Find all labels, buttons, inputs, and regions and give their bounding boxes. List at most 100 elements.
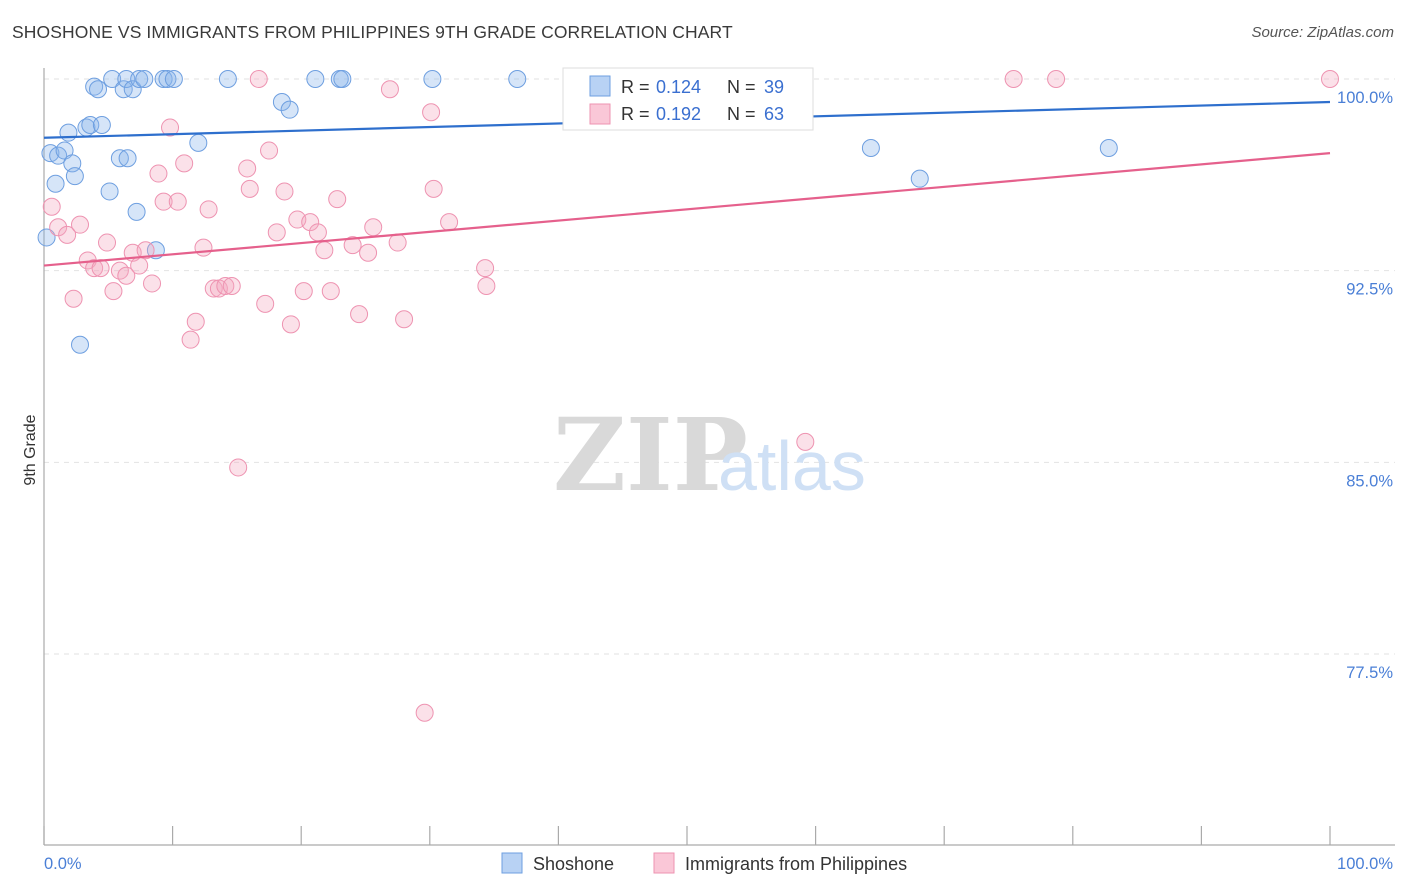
point-philippines	[64, 289, 83, 308]
point-philippines	[395, 310, 414, 329]
point-philippines	[260, 141, 279, 160]
point-philippines	[321, 282, 340, 301]
point-shoshone	[117, 70, 136, 88]
point-philippines	[49, 218, 68, 237]
chart-title: SHOSHONE VS IMMIGRANTS FROM PHILIPPINES …	[12, 22, 733, 42]
y-tick-label: 92.5%	[1346, 281, 1393, 299]
point-shoshone	[65, 167, 84, 186]
point-shoshone	[189, 133, 208, 152]
watermark: ZIP atlas	[553, 396, 866, 514]
point-shoshone	[103, 70, 122, 88]
point-philippines	[343, 236, 362, 255]
point-philippines	[359, 243, 378, 262]
legend-n-value: 39	[764, 77, 784, 97]
point-philippines	[204, 279, 223, 298]
point-philippines	[422, 103, 441, 122]
point-philippines	[143, 274, 162, 293]
legend-r-label: R =	[621, 77, 650, 97]
legend-row-shoshone: R = 0.124 N = 39	[589, 75, 784, 97]
point-philippines	[328, 190, 347, 209]
legend-row-philippines: R = 0.192 N = 63	[589, 103, 784, 125]
point-shoshone	[910, 169, 929, 188]
point-shoshone	[135, 70, 154, 88]
bottom-legend-swatch-shoshone	[501, 852, 523, 874]
point-philippines	[216, 277, 235, 295]
bottom-legend-swatch-philippines	[653, 852, 675, 874]
point-shoshone	[508, 70, 527, 88]
point-philippines	[275, 182, 294, 201]
point-shoshone	[46, 174, 65, 193]
x-tick-label: 0.0%	[44, 855, 82, 873]
point-shoshone	[59, 123, 78, 142]
point-philippines	[222, 277, 241, 295]
point-philippines	[71, 215, 90, 234]
point-philippines	[440, 213, 459, 232]
point-philippines	[194, 238, 213, 257]
point-philippines	[301, 213, 320, 232]
point-shoshone	[127, 202, 146, 221]
point-philippines	[161, 118, 180, 137]
point-shoshone	[154, 70, 173, 88]
point-shoshone	[123, 80, 142, 99]
point-shoshone	[130, 70, 149, 88]
point-philippines	[477, 277, 496, 295]
point-philippines	[181, 330, 200, 349]
point-philippines	[168, 192, 187, 211]
trend-line-philippines	[43, 152, 1331, 267]
y-tick-label: 100.0%	[1337, 89, 1393, 107]
point-philippines	[98, 233, 117, 252]
point-philippines	[154, 192, 173, 211]
point-shoshone	[37, 228, 56, 247]
bottom-legend-label-shoshone: Shoshone	[533, 854, 614, 874]
x-tick-label: 100.0%	[1337, 855, 1393, 873]
point-philippines	[256, 294, 275, 313]
point-philippines	[380, 80, 399, 99]
point-shoshone	[861, 139, 880, 157]
legend-r-label: R =	[621, 104, 650, 124]
legend-n-label: N =	[727, 77, 756, 97]
y-tick-label: 77.5%	[1346, 664, 1393, 682]
point-philippines	[267, 223, 286, 242]
point-philippines	[1004, 70, 1023, 88]
point-shoshone	[89, 80, 108, 99]
point-philippines	[58, 225, 77, 244]
watermark-zip: ZIP	[553, 396, 748, 514]
point-philippines	[42, 197, 61, 216]
point-shoshone	[118, 149, 137, 168]
point-philippines	[136, 241, 155, 260]
point-philippines	[199, 200, 218, 219]
point-shoshone	[92, 116, 111, 134]
point-philippines	[229, 458, 248, 477]
point-shoshone	[164, 70, 183, 88]
point-shoshone	[158, 70, 177, 88]
legend-n-label: N =	[727, 104, 756, 124]
point-shoshone	[1099, 139, 1118, 157]
point-shoshone	[423, 70, 442, 88]
data-points	[37, 70, 1339, 722]
source-label: Source: ZipAtlas.com	[1251, 24, 1394, 41]
watermark-atlas: atlas	[718, 427, 866, 505]
point-shoshone	[71, 335, 90, 354]
point-philippines	[186, 312, 205, 331]
y-axis-label: 9th Grade	[22, 414, 39, 485]
point-philippines	[388, 233, 407, 252]
point-philippines	[350, 305, 369, 324]
point-shoshone	[100, 182, 119, 201]
point-shoshone	[333, 70, 352, 88]
legend-swatch-shoshone	[589, 75, 611, 97]
legend-r-value: 0.192	[656, 104, 701, 124]
bottom-legend-label-philippines: Immigrants from Philippines	[685, 854, 907, 874]
point-philippines	[149, 164, 168, 183]
point-philippines	[1047, 70, 1066, 88]
point-philippines	[130, 256, 149, 275]
point-philippines	[249, 70, 268, 88]
y-tick-labels: 100.0% 92.5% 85.0% 77.5%	[1337, 89, 1393, 682]
point-philippines	[315, 241, 334, 260]
point-philippines	[364, 218, 383, 237]
point-philippines	[281, 315, 300, 334]
point-philippines	[796, 432, 815, 451]
point-shoshone	[110, 149, 129, 168]
x-tick-labels: 0.0% 100.0%	[44, 855, 1393, 873]
point-philippines	[117, 266, 136, 285]
